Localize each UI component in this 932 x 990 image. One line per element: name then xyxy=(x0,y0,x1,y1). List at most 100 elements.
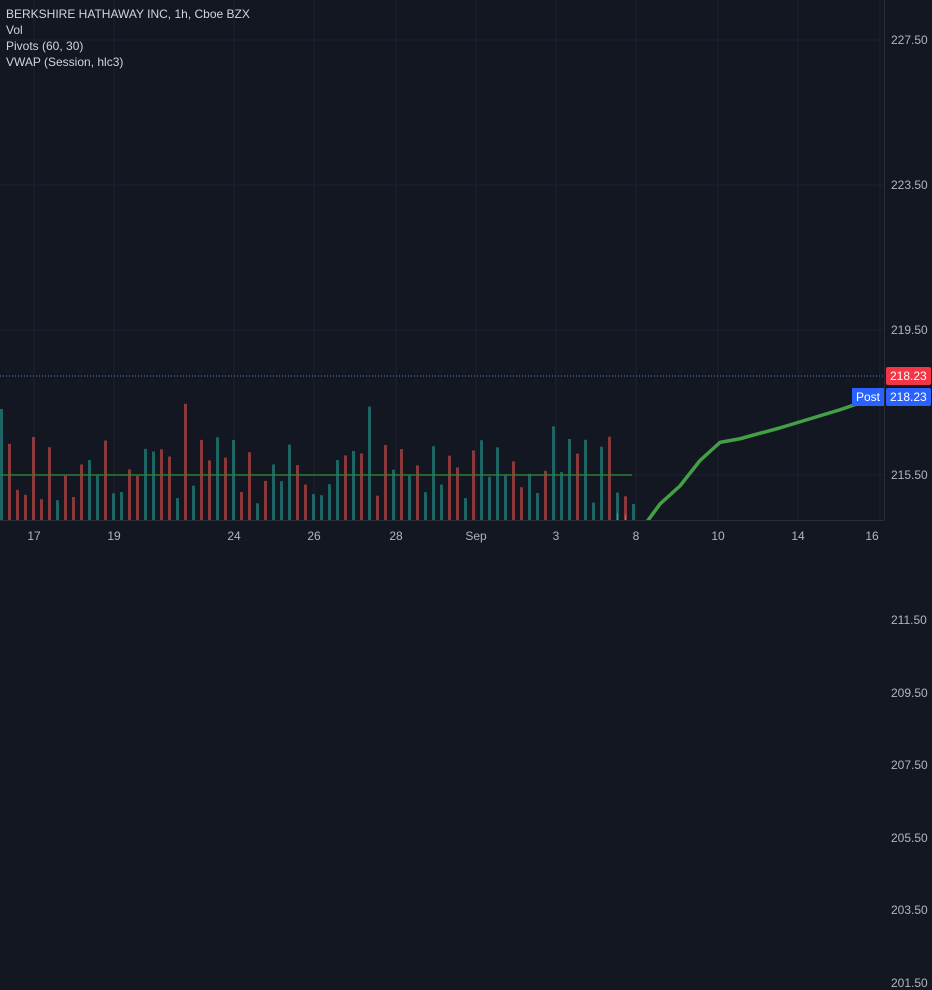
volume-bar xyxy=(520,487,523,520)
volume-bar xyxy=(400,449,403,520)
y-tick-label: 227.50 xyxy=(891,33,928,47)
volume-bar xyxy=(88,460,91,520)
volume-bar xyxy=(24,494,27,520)
volume-bar xyxy=(544,470,547,520)
volume-bar xyxy=(248,452,251,520)
volume-bar xyxy=(608,436,611,520)
volume-bar xyxy=(128,469,131,520)
volume-bar xyxy=(32,436,35,520)
volume-bar xyxy=(8,443,11,520)
x-tick-label: 3 xyxy=(552,529,560,543)
y-tick-label: 215.50 xyxy=(891,468,928,482)
volume-bar xyxy=(312,494,315,520)
volume-bar xyxy=(224,457,227,520)
volume-bar xyxy=(568,438,571,520)
volume-bar xyxy=(384,445,387,520)
y-tick-label: 207.50 xyxy=(891,758,928,772)
volume-bar xyxy=(160,449,163,520)
volume-bar xyxy=(176,498,179,520)
x-tick-label: 16 xyxy=(865,529,879,543)
y-tick-label: 211.50 xyxy=(891,613,927,627)
volume-bar xyxy=(536,492,539,520)
y-tick-label: 219.50 xyxy=(891,323,928,337)
volume-bar xyxy=(416,465,419,520)
volume-bar xyxy=(376,495,379,520)
volume-bar xyxy=(320,495,323,520)
volume-bar xyxy=(584,439,587,520)
volume-bar xyxy=(528,473,531,520)
volume-bar xyxy=(456,467,459,520)
volume-bar xyxy=(552,426,555,520)
volume-bar xyxy=(232,439,235,520)
volume-bar xyxy=(104,440,107,520)
symbol-title[interactable]: BERKSHIRE HATHAWAY INC, 1h, Cboe BZX xyxy=(6,7,250,21)
volume-bar xyxy=(632,503,635,520)
volume-bar xyxy=(600,446,603,520)
volume-bar xyxy=(480,440,483,520)
volume-bar xyxy=(144,448,147,520)
volume-bar xyxy=(472,450,475,520)
volume-bar xyxy=(272,464,275,520)
volume-bar xyxy=(136,476,139,520)
volume-bar xyxy=(624,496,627,520)
volume-bar xyxy=(360,453,363,520)
volume-bar xyxy=(304,484,307,520)
volume-bar xyxy=(72,496,75,520)
price-chart[interactable] xyxy=(0,0,884,520)
legend-vwap[interactable]: VWAP (Session, hlc3) xyxy=(6,55,124,69)
volume-bar xyxy=(48,447,51,520)
volume-bar xyxy=(40,499,43,520)
time-axis[interactable]: 17 19 24 26 28 Sep 3 8 10 14 16 xyxy=(0,520,884,551)
volume-bar xyxy=(488,476,491,520)
volume-bar xyxy=(368,406,371,520)
volume-bar xyxy=(560,472,563,520)
volume-bar xyxy=(112,493,115,520)
y-tick-label: 201.50 xyxy=(891,975,928,990)
volume-bar xyxy=(496,447,499,520)
volume-bar xyxy=(80,464,83,520)
volume-bar xyxy=(216,437,219,520)
y-tick-label: 223.50 xyxy=(891,178,928,192)
last-price-label: 218.23 xyxy=(886,367,931,386)
post-market-price-label: 218.23 xyxy=(886,388,931,407)
volume-bar xyxy=(288,444,291,520)
volume-bar xyxy=(616,492,619,520)
volume-bar xyxy=(264,480,267,520)
volume-bar xyxy=(64,475,67,520)
volume-bar xyxy=(440,484,443,520)
x-tick-label: 14 xyxy=(791,529,805,543)
volume-bar xyxy=(120,491,123,520)
x-tick-label: 17 xyxy=(27,529,41,543)
volume-bar xyxy=(504,475,507,520)
volume-bar xyxy=(200,439,203,520)
volume-bar xyxy=(344,455,347,520)
volume-bar xyxy=(464,498,467,520)
volume-bar xyxy=(352,450,355,520)
post-market-badge: Post xyxy=(852,388,885,407)
volume-bar xyxy=(392,469,395,520)
x-tick-label: 10 xyxy=(711,529,725,543)
y-tick-label: 205.50 xyxy=(891,830,928,845)
volume-bar xyxy=(240,492,243,520)
volume-bar xyxy=(168,456,171,520)
x-tick-label: Sep xyxy=(465,529,487,543)
volume-bar xyxy=(328,484,331,520)
legend-vol[interactable]: Vol xyxy=(6,23,23,37)
volume-bar xyxy=(208,460,211,520)
x-tick-label: 24 xyxy=(227,529,241,543)
y-tick-label: 203.50 xyxy=(891,903,928,917)
volume-bar xyxy=(96,474,99,520)
price-axis[interactable]: 227.50 223.50 219.50 215.50 211.50 209.50 207.… xyxy=(884,0,932,990)
volume-bar xyxy=(512,461,515,520)
volume-bar xyxy=(152,451,155,520)
volume-bar xyxy=(424,492,427,520)
legend-pivots[interactable]: Pivots (60, 30) xyxy=(6,39,84,53)
volume-bar xyxy=(280,481,283,520)
volume-bar xyxy=(16,489,19,520)
x-tick-label: 8 xyxy=(632,529,640,543)
volume-bar xyxy=(408,475,411,520)
volume-bar xyxy=(576,453,579,520)
volume-bar xyxy=(592,502,595,520)
volume-bar xyxy=(448,455,451,520)
volume-bar xyxy=(256,503,259,520)
